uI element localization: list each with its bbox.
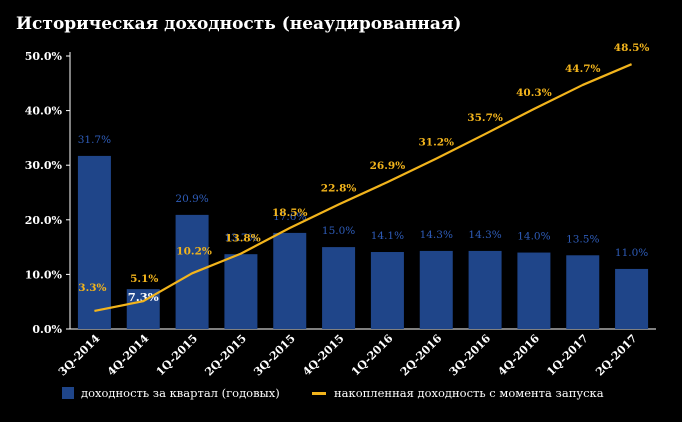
bar-value-label: 7.3% <box>128 290 159 304</box>
legend-item-line: накопленная доходность с момента запуска <box>312 386 604 400</box>
x-tick-label: 3Q-2014 <box>56 332 103 379</box>
y-tick-label: 40.0% <box>25 105 63 118</box>
bar-value-label: 11.0% <box>615 247 648 259</box>
cumulative-series-line <box>94 63 633 313</box>
x-tick-label: 4Q-2016 <box>495 332 542 379</box>
bar-value-label: 13.5% <box>566 233 599 245</box>
bar-1Q-2017 <box>566 255 600 329</box>
legend-label-line: накопленная доходность с момента запуска <box>334 386 604 400</box>
bar-value-label: 14.1% <box>371 230 404 242</box>
line-value-label: 40.3% <box>516 87 552 99</box>
bar-value-label: 20.9% <box>175 193 208 205</box>
legend-swatch-bars <box>62 387 74 399</box>
y-tick-label: 10.0% <box>25 268 63 281</box>
legend: доходность за квартал (годовых) накоплен… <box>0 386 682 404</box>
line-value-label: 35.7% <box>467 112 503 124</box>
bar-4Q-2016 <box>517 252 551 329</box>
x-tick-label: 4Q-2014 <box>105 332 152 379</box>
bar-2Q-2015 <box>224 254 258 329</box>
bar-value-label: 14.0% <box>517 231 550 243</box>
line-value-label: 3.3% <box>78 282 106 294</box>
line-value-label: 26.9% <box>370 160 406 172</box>
bar-value-label: 17.6% <box>273 211 306 223</box>
line-value-label: 48.5% <box>614 42 650 54</box>
line-value-label: 13.8% <box>225 233 261 245</box>
line-value-label: 22.8% <box>321 183 357 195</box>
bar-1Q-2016 <box>370 252 404 329</box>
legend-item-bars: доходность за квартал (годовых) <box>62 386 280 400</box>
legend-swatch-line <box>312 391 326 395</box>
x-tick-label: 1Q-2015 <box>154 332 201 379</box>
chart-title: Историческая доходность (неаудированная) <box>16 14 462 34</box>
x-tick-label: 1Q-2017 <box>544 332 591 379</box>
x-tick-label: 2Q-2017 <box>593 332 640 379</box>
y-tick-label: 30.0% <box>25 159 63 172</box>
legend-label-bars: доходность за квартал (годовых) <box>81 386 280 400</box>
bar-value-label: 14.3% <box>420 229 453 241</box>
x-tick-label: 4Q-2015 <box>300 332 347 379</box>
line-value-label: 18.5% <box>272 207 308 219</box>
line-value-label: 31.2% <box>418 137 454 149</box>
bar-3Q-2015 <box>273 232 307 329</box>
x-tick-label: 3Q-2016 <box>447 332 494 379</box>
line-value-label: 5.1% <box>130 273 158 285</box>
x-tick-label: 2Q-2016 <box>398 332 445 379</box>
line-value-label: 10.2% <box>176 245 212 257</box>
bar-4Q-2015 <box>322 247 356 329</box>
line-value-label: 44.7% <box>565 63 601 75</box>
bar-2Q-2016 <box>419 250 453 329</box>
bar-value-label: 31.7% <box>78 134 111 146</box>
y-tick-label: 50.0% <box>25 50 63 63</box>
bar-3Q-2016 <box>468 250 502 329</box>
bar-value-label: 15.0% <box>322 225 355 237</box>
x-tick-label: 3Q-2015 <box>251 332 298 379</box>
x-tick-label: 1Q-2016 <box>349 332 396 379</box>
y-tick-label: 0.0% <box>32 323 62 336</box>
x-tick-label: 2Q-2015 <box>202 332 249 379</box>
bar-2Q-2017 <box>615 268 649 329</box>
y-tick-label: 20.0% <box>25 214 63 227</box>
bar-3Q-2014 <box>77 155 111 329</box>
bar-value-label: 13.7% <box>224 232 257 244</box>
bar-value-label: 14.3% <box>468 229 501 241</box>
bar-1Q-2015 <box>175 214 209 329</box>
